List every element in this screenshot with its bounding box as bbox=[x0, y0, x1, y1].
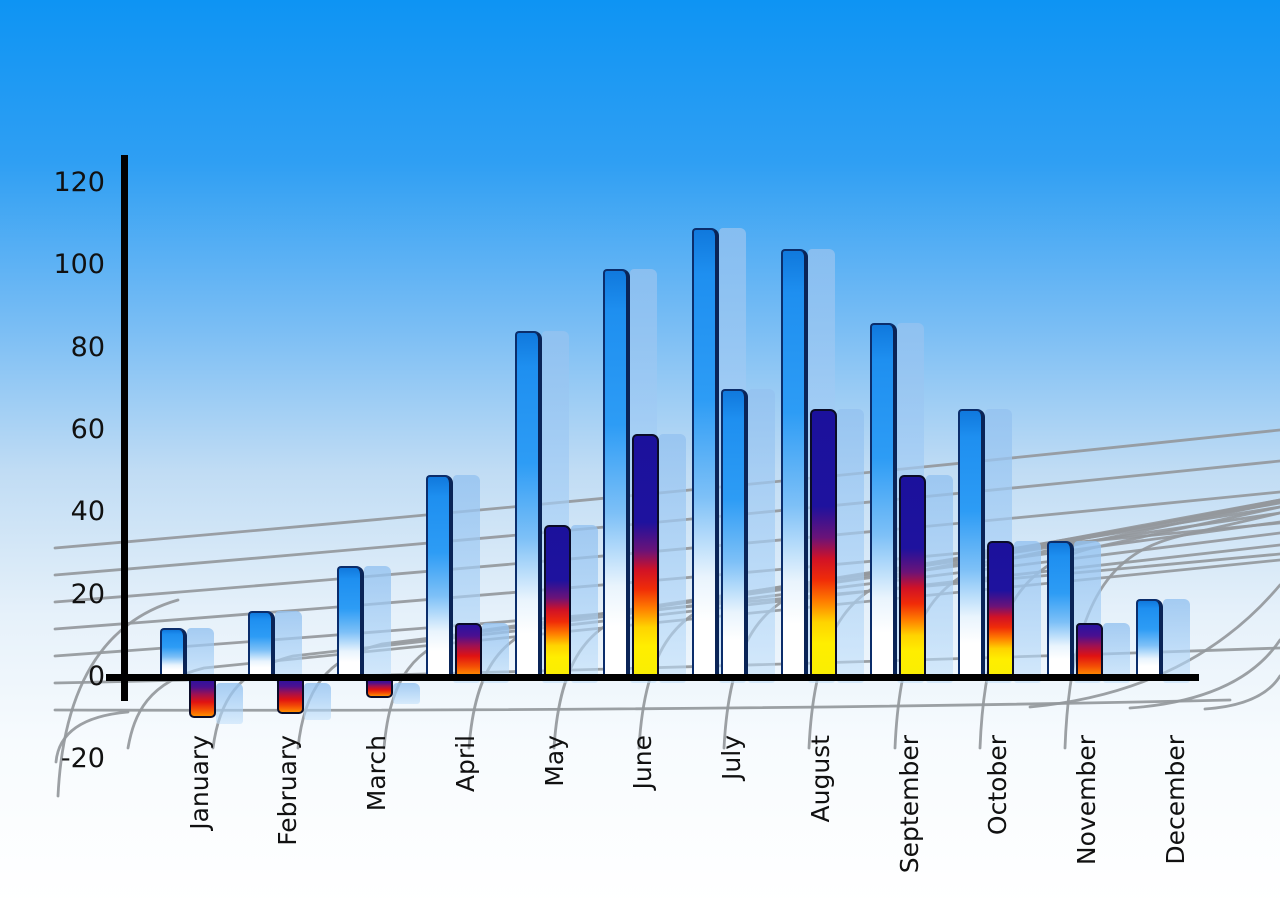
y-tick-label-120: 120 bbox=[53, 166, 105, 198]
x-label-october: October bbox=[983, 735, 1013, 836]
bar-october-series1 bbox=[958, 409, 986, 677]
x-label-february: February bbox=[273, 735, 303, 846]
x-label-november: November bbox=[1072, 735, 1102, 866]
y-axis-line bbox=[121, 155, 128, 701]
bar-november-series2 bbox=[1076, 623, 1104, 677]
x-label-january: January bbox=[184, 735, 214, 830]
x-label-april: April bbox=[450, 735, 480, 793]
y-tick-label-0: 0 bbox=[87, 661, 105, 692]
bar-july-series2 bbox=[721, 388, 749, 677]
x-label-may: May bbox=[539, 735, 569, 787]
bar-june-series2 bbox=[632, 434, 660, 677]
bar-july-series1 bbox=[692, 228, 720, 677]
y-tick-label-80: 80 bbox=[70, 331, 105, 363]
bar-shadow-march-series2 bbox=[393, 683, 421, 704]
bar-shadow-december-series1 bbox=[1162, 598, 1190, 683]
y-tick-label--20: -20 bbox=[60, 743, 105, 775]
bar-shadow-march-series1 bbox=[364, 565, 392, 683]
bar-shadow-august-series2 bbox=[836, 409, 864, 683]
bar-february-series2 bbox=[277, 677, 305, 715]
bar-april-series2 bbox=[454, 623, 482, 677]
bar-august-series2 bbox=[809, 409, 837, 677]
bar-shadow-october-series2 bbox=[1014, 541, 1042, 683]
bar-june-series1 bbox=[603, 269, 631, 677]
bar-april-series1 bbox=[425, 475, 453, 677]
bar-may-series2 bbox=[543, 524, 571, 677]
bar-shadow-september-series2 bbox=[925, 475, 953, 683]
bar-shadow-january-series1 bbox=[186, 627, 214, 683]
bar-shadow-may-series2 bbox=[570, 524, 598, 683]
y-tick-label-40: 40 bbox=[70, 496, 105, 528]
x-label-july: July bbox=[717, 735, 747, 780]
y-tick-label-20: 20 bbox=[70, 578, 105, 610]
x-baseline bbox=[106, 674, 1199, 681]
x-label-march: March bbox=[362, 735, 392, 812]
bar-december-series1 bbox=[1135, 598, 1163, 677]
bar-shadow-january-series2 bbox=[215, 683, 243, 725]
bar-shadow-april-series2 bbox=[481, 623, 509, 683]
bar-shadow-february-series1 bbox=[275, 611, 303, 683]
bar-august-series1 bbox=[780, 248, 808, 677]
bar-march-series1 bbox=[337, 565, 365, 677]
x-label-december: December bbox=[1160, 735, 1190, 865]
x-label-august: August bbox=[805, 735, 835, 823]
x-label-september: September bbox=[894, 735, 924, 874]
bar-october-series2 bbox=[987, 541, 1015, 677]
bar-january-series1 bbox=[159, 627, 187, 677]
y-tick-label-60: 60 bbox=[70, 413, 105, 445]
bar-shadow-june-series2 bbox=[659, 434, 687, 683]
bar-shadow-november-series2 bbox=[1103, 623, 1131, 683]
bar-shadow-february-series2 bbox=[304, 683, 332, 721]
bar-february-series1 bbox=[248, 611, 276, 677]
bar-september-series1 bbox=[869, 322, 897, 677]
bar-may-series1 bbox=[514, 331, 542, 677]
y-tick-label-100: 100 bbox=[53, 249, 105, 281]
x-label-june: June bbox=[628, 735, 658, 790]
bar-november-series1 bbox=[1047, 541, 1075, 677]
bar-september-series2 bbox=[898, 475, 926, 677]
bar-shadow-july-series2 bbox=[748, 388, 776, 683]
bar-january-series2 bbox=[188, 677, 216, 719]
